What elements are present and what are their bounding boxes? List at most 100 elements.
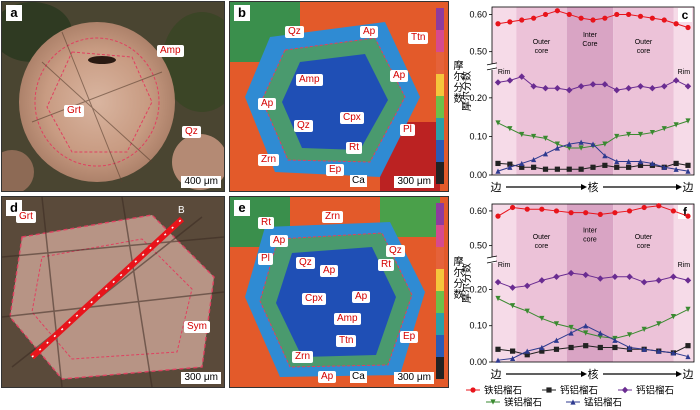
data-point [507,126,513,132]
axis-break-mark [486,67,498,71]
element-label-ca: Ca [350,175,367,187]
axis-break-gap [488,257,496,264]
y-axis-label: 摩尔分数 [462,71,473,111]
data-point [661,126,667,132]
data-point [583,343,589,349]
zone-label: Inter [583,32,598,39]
mineral-label-ep: Ep [326,164,345,176]
mineral-label-amp: Amp [296,74,323,86]
legend-label: 镁铝榴石 [504,397,542,408]
data-point [597,211,603,218]
data-point [495,120,501,126]
data-point [685,24,691,31]
data-point [510,204,516,211]
data-point [519,160,525,167]
data-point [685,306,691,312]
data-point [494,79,502,86]
y-tick-label: 0.00 [469,357,487,367]
data-point [626,273,633,280]
x-arrowhead [581,371,587,377]
plot-frame [491,203,695,363]
y-tick-label: 0.20 [469,93,487,103]
data-point [613,86,620,94]
data-point [602,153,608,159]
zone-label: Rim [678,69,691,76]
data-point [507,19,513,25]
series-line [497,298,689,339]
legend-marker [490,399,496,405]
data-point [578,145,584,151]
mineral-label-ep: Ep [400,331,419,343]
data-point [612,337,618,343]
panel-label-bg [678,8,692,22]
data-point [531,15,537,21]
mineral-label-rt: Rt [378,259,394,271]
data-point [637,131,644,138]
scale-bar-d: 300 μm [181,372,221,384]
zone-label: core [535,48,549,55]
data-point [672,77,680,84]
zone-band [516,7,567,175]
legend-marker [621,386,629,394]
data-point [510,348,516,354]
scale-bar-a: 400 μm [181,176,221,188]
data-point [539,315,545,322]
data-point [553,346,560,352]
data-point [583,330,589,336]
zone-label: Inter [583,227,598,234]
x-label-right: 边 [683,181,694,194]
mineral-label-sym: Sym [184,321,210,333]
y-tick-label: 0.50 [469,47,487,57]
data-point [626,344,633,351]
data-point [590,141,596,147]
mineral-label-qz: Qz [182,126,201,138]
mineral-label-ap: Ap [320,265,339,277]
mineral-label-pl: Pl [258,253,273,265]
data-point [649,85,656,92]
data-point [542,135,549,141]
data-point [524,206,530,212]
axis-break-mark [486,255,498,259]
colorbar-label-e: 摩尔分数 [451,256,462,300]
mineral-label-qz: Qz [285,26,304,38]
data-point [495,213,501,219]
data-point [637,162,644,168]
data-point [685,343,691,349]
legend-label: 锰铝榴石 [584,397,622,408]
x-arrowhead [676,184,682,190]
data-point [495,346,501,352]
data-point [519,164,525,170]
panel-b-ca-map: b Qz Ap Ttn Amp Ap Ap Pl Qz Cpx Rt Zrn E… [229,1,449,192]
data-point [539,348,545,354]
mineral-label-rt: Rt [258,217,274,229]
mineral-label-ttn: Ttn [336,335,357,347]
y-tick-label: 0.10 [469,321,487,331]
data-point [656,203,662,209]
data-point [524,352,530,358]
data-point [495,160,501,167]
zone-label: core [535,243,549,250]
x-label-mid: 核 [588,367,599,381]
panel-a-image [2,2,224,191]
data-point [614,158,620,165]
legend-marker [546,387,552,393]
data-point [673,21,679,27]
scale-bar-text: 400 μm [184,176,218,187]
panel-a-label: a [6,5,22,21]
data-point [531,156,537,163]
data-point [589,81,597,88]
data-point [637,13,644,19]
element-label-ca: Ca [350,371,367,383]
data-point [495,21,501,27]
data-point [566,11,572,18]
zone-band [492,7,517,175]
y-tick-label: 0.20 [469,284,487,294]
data-point [601,81,609,88]
data-point [685,168,691,174]
data-point [641,204,647,211]
data-point [626,158,632,165]
data-point [602,141,608,147]
data-point [684,277,692,284]
data-point [656,348,662,354]
data-point [542,151,549,157]
